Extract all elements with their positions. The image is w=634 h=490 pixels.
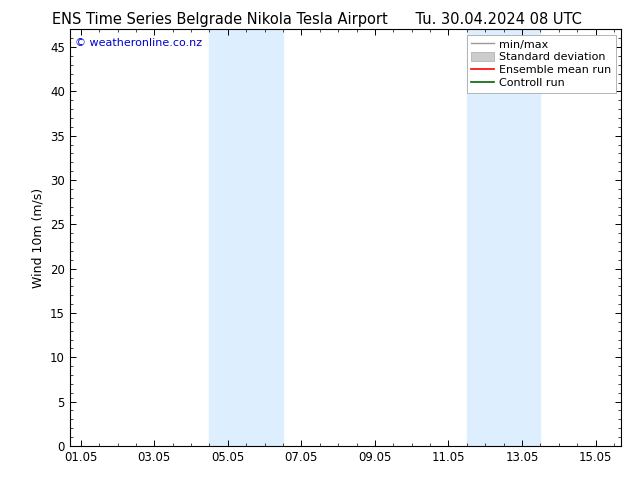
Bar bbox=[209, 29, 283, 446]
Legend: min/max, Standard deviation, Ensemble mean run, Controll run: min/max, Standard deviation, Ensemble me… bbox=[467, 35, 616, 93]
Text: ENS Time Series Belgrade Nikola Tesla Airport      Tu. 30.04.2024 08 UTC: ENS Time Series Belgrade Nikola Tesla Ai… bbox=[52, 12, 582, 27]
Bar bbox=[467, 29, 540, 446]
Text: © weatheronline.co.nz: © weatheronline.co.nz bbox=[75, 38, 202, 48]
Y-axis label: Wind 10m (m/s): Wind 10m (m/s) bbox=[32, 188, 44, 288]
